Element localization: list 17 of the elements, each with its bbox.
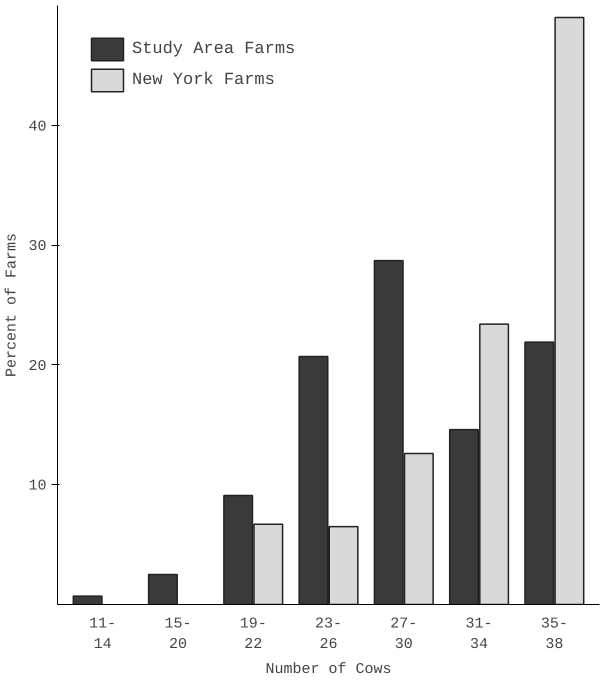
legend-label: Study Area Farms bbox=[132, 40, 296, 58]
x-tick-label: 19- 22 bbox=[240, 616, 267, 653]
bar bbox=[72, 595, 103, 604]
x-axis-title: Number of Cows bbox=[265, 660, 392, 678]
y-tick-label: 30 bbox=[28, 238, 47, 256]
legend-label: New York Farms bbox=[132, 70, 275, 90]
y-tick-label: 20 bbox=[28, 358, 47, 375]
bar bbox=[148, 574, 178, 604]
y-tick-label: 40 bbox=[28, 118, 47, 136]
x-tick-label: 35- 38 bbox=[540, 616, 568, 653]
y-tick-label: 10 bbox=[28, 478, 47, 495]
x-tick-label: 23- 26 bbox=[315, 616, 342, 653]
x-tick-label: 27- 30 bbox=[390, 616, 418, 653]
y-axis-title: Percent of Farms bbox=[3, 232, 20, 378]
x-tick-label: 11- 14 bbox=[89, 616, 116, 653]
x-tick-label: 15- 20 bbox=[164, 616, 192, 653]
x-tick-label: 31- 34 bbox=[466, 616, 493, 653]
